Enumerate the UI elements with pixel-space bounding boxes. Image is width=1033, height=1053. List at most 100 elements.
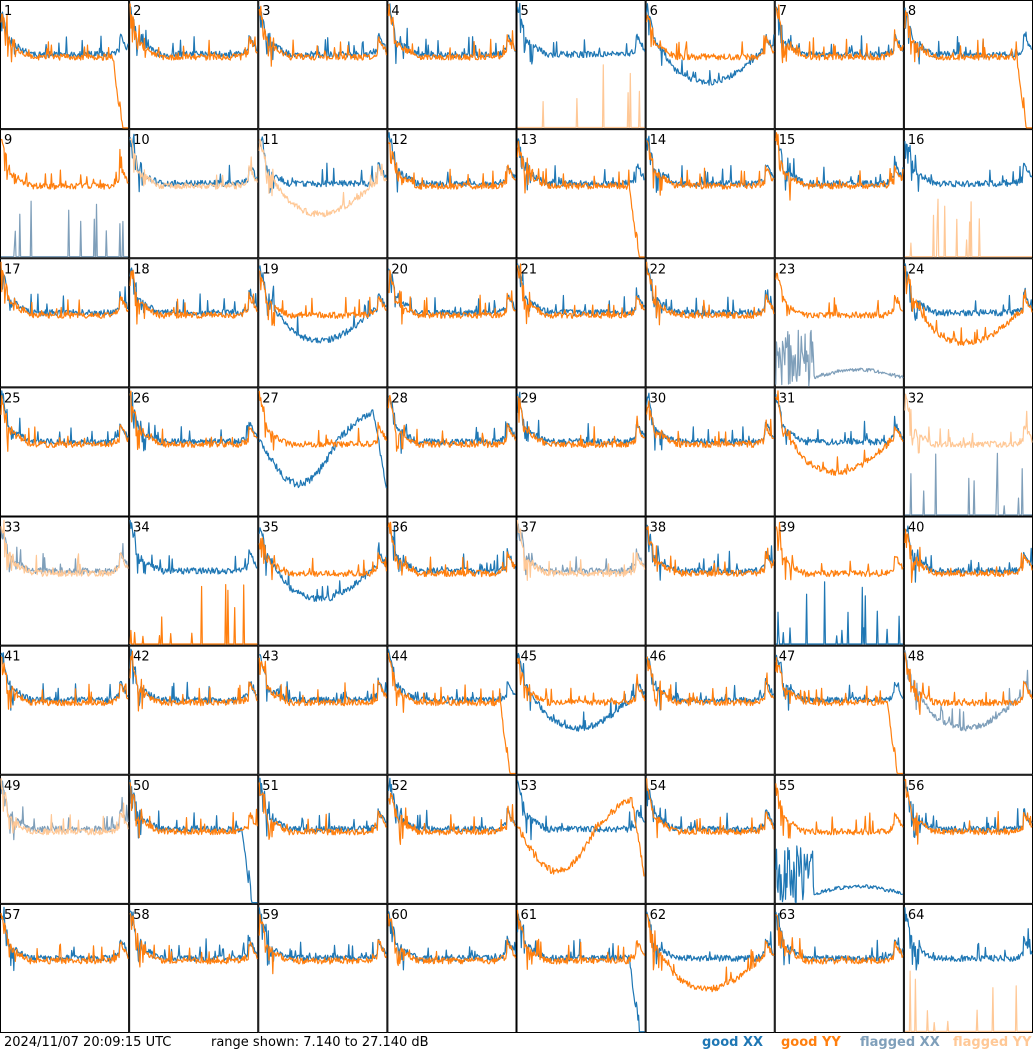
panel-label: 48 [908, 650, 925, 665]
series-yy-good-line [129, 782, 258, 839]
series-yy-good-line [516, 657, 646, 707]
panel-53: 53 [516, 774, 646, 904]
panel-label: 50 [133, 779, 150, 794]
panel-label: 22 [650, 262, 667, 277]
series-xx-good-line [646, 392, 775, 451]
panel-label: 9 [4, 133, 12, 148]
panel-label: 57 [4, 908, 21, 923]
panel-frame [0, 516, 130, 646]
series-xx-good-line [258, 409, 387, 489]
panel-21: 21 [516, 258, 646, 388]
series-yy-flagged-line [904, 198, 1032, 258]
panel-frame [516, 774, 646, 904]
panel-frame [0, 0, 130, 130]
panel-label: 16 [908, 133, 925, 148]
panel-frame [774, 129, 904, 259]
panel-58: 58 [129, 903, 259, 1033]
series-yy-good-line [646, 778, 775, 839]
panel-label: 55 [779, 779, 796, 794]
panel-frame [387, 645, 517, 775]
series-yy-good-line [258, 270, 387, 327]
panel-62: 62 [645, 903, 775, 1033]
panel-44: 44 [387, 645, 517, 775]
panel-56: 56 [903, 774, 1033, 904]
panel-frame [645, 645, 775, 775]
panel-12: 12 [387, 129, 517, 259]
panel-label: 27 [262, 391, 279, 406]
panel-label: 49 [4, 779, 21, 794]
panel-8: 8 [903, 0, 1033, 130]
panel-label: 56 [908, 779, 925, 794]
panel-55: 55 [774, 774, 904, 904]
panel-frame [387, 129, 517, 259]
panel-label: 28 [391, 391, 408, 406]
series-xx-good-line [904, 525, 1033, 583]
series-yy-good-line [129, 390, 258, 451]
series-yy-flagged-line [0, 778, 129, 836]
series-yy-flagged-line [0, 519, 129, 578]
series-yy-flagged-line [258, 138, 387, 218]
panel-label: 35 [262, 521, 279, 536]
panel-42: 42 [129, 645, 259, 775]
series-xx-good-line [904, 141, 1033, 192]
panel-60: 60 [387, 903, 517, 1033]
series-yy-good-line [0, 138, 129, 190]
panel-frame [258, 387, 388, 517]
series-yy-flagged-line [904, 970, 1032, 1032]
panel-frame [516, 645, 646, 775]
panel-label: 60 [391, 908, 408, 923]
panel-frame [0, 258, 130, 388]
series-yy-good-line [516, 796, 645, 877]
series-xx-good-line [258, 777, 387, 837]
panel-frame [903, 129, 1033, 259]
panel-frame [774, 516, 904, 646]
series-yy-good-line [646, 656, 775, 711]
panel-35: 35 [258, 516, 388, 646]
panel-frame [129, 387, 259, 517]
series-yy-good-line [387, 394, 517, 452]
panel-frame [258, 645, 388, 775]
panel-61: 61 [516, 903, 646, 1033]
panel-10: 10 [129, 129, 259, 259]
series-xx-good-line [775, 845, 904, 904]
series-xx-good-line [646, 524, 774, 581]
panel-label: 53 [521, 779, 538, 794]
panel-label: 36 [391, 521, 408, 536]
panel-27: 27 [258, 387, 388, 517]
panel-label: 38 [650, 521, 667, 536]
series-yy-good-line [646, 913, 775, 993]
series-yy-good-line [387, 792, 516, 845]
panel-37: 37 [516, 516, 646, 646]
series-xx-good-line [387, 649, 516, 704]
series-yy-flagged-line [904, 393, 1033, 454]
legend-good-yy: good YY [781, 1035, 841, 1050]
panel-39: 39 [774, 516, 904, 646]
series-xx-good-line [516, 652, 646, 732]
series-yy-flagged-line [517, 64, 645, 129]
panel-label: 51 [262, 779, 279, 794]
panel-49: 49 [0, 774, 130, 904]
panel-label: 19 [262, 262, 279, 277]
series-xx-good-line [129, 5, 258, 59]
panel-label: 17 [4, 262, 21, 277]
series-yy-good-line [775, 4, 904, 64]
panel-frame [129, 903, 259, 1033]
series-yy-good-line [0, 395, 129, 452]
panel-34: 34 [129, 516, 259, 646]
panel-29: 29 [516, 387, 646, 517]
series-yy-good-line [646, 261, 775, 326]
panel-63: 63 [774, 903, 904, 1033]
series-yy-good-line [0, 13, 129, 129]
series-yy-good-line [129, 650, 258, 712]
series-xx-good-line [775, 6, 904, 59]
panel-frame [903, 903, 1033, 1033]
panel-19: 19 [258, 258, 388, 388]
panel-label: 46 [650, 650, 667, 665]
series-yy-good-line [0, 912, 129, 965]
series-xx-good-line [387, 395, 516, 454]
panel-frame [516, 258, 646, 388]
panel-32: 32 [903, 387, 1033, 517]
panel-label: 31 [779, 391, 796, 406]
panel-label: 23 [779, 262, 796, 277]
panel-1: 1 [0, 0, 130, 130]
